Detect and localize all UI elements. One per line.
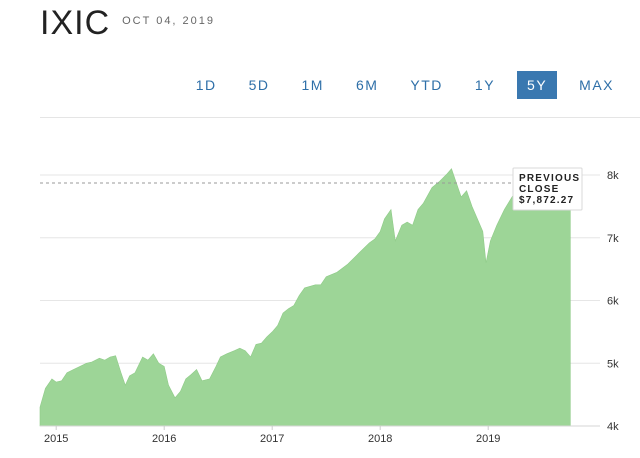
x-tick-label-2018: 2018 xyxy=(368,433,392,445)
range-button-1d[interactable]: 1D xyxy=(195,77,217,93)
y-tick-label-5k: 5k xyxy=(607,358,619,370)
range-button-1y[interactable]: 1Y xyxy=(474,77,496,93)
y-tick-label-7k: 7k xyxy=(607,233,619,245)
y-tick-label-4k: 4k xyxy=(607,421,619,433)
x-tick-label-2016: 2016 xyxy=(152,433,176,445)
callout-line2: CLOSE xyxy=(519,184,559,195)
callout-value-label: $7,872.27 xyxy=(519,195,574,206)
x-tick-label-2017: 2017 xyxy=(260,433,284,445)
header-divider xyxy=(40,117,640,118)
quote-date: OCT 04, 2019 xyxy=(122,15,216,27)
range-button-ytd[interactable]: YTD xyxy=(410,77,443,93)
y-tick-label-8k: 8k xyxy=(607,170,619,182)
range-button-max[interactable]: MAX xyxy=(579,77,614,93)
range-button-6m[interactable]: 6M xyxy=(355,77,379,93)
header: IXIC OCT 04, 2019 xyxy=(40,4,215,43)
range-button-5y[interactable]: 5Y xyxy=(517,71,558,99)
x-tick-label-2019: 2019 xyxy=(476,433,500,445)
range-button-5d[interactable]: 5D xyxy=(248,77,270,93)
callout-line1: PREVIOUS xyxy=(519,173,580,184)
price-area xyxy=(39,167,571,427)
ticker-symbol: IXIC xyxy=(40,4,111,42)
x-tick-label-2015: 2015 xyxy=(44,433,68,445)
range-selector: 1D 5D 1M 6M YTD 1Y 5Y MAX xyxy=(174,71,624,99)
range-button-1m[interactable]: 1M xyxy=(301,77,324,93)
y-tick-label-6k: 6k xyxy=(607,296,619,308)
callout-box xyxy=(512,167,583,211)
